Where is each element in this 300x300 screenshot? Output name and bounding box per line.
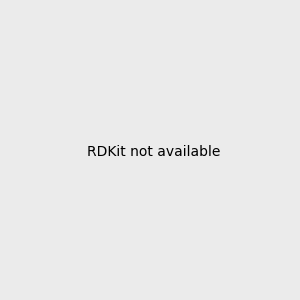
Text: RDKit not available: RDKit not available: [87, 145, 220, 158]
